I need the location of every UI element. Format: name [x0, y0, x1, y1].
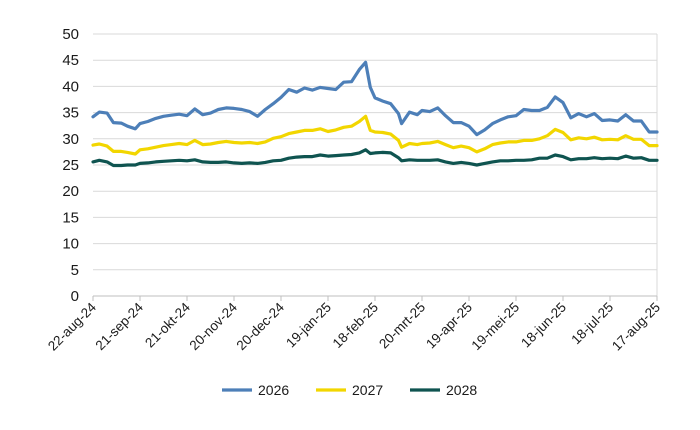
y-tick-label: 40	[62, 78, 79, 95]
x-tick-label: 18-feb-25	[330, 300, 381, 351]
gridlines	[93, 33, 658, 297]
y-tick-label: 50	[62, 26, 79, 43]
series-line-2027	[91, 114, 659, 156]
x-tick-label: 17-aug-25	[609, 300, 663, 354]
y-tick-label: 10	[62, 236, 79, 253]
x-tick-label: 19-mei-25	[469, 300, 523, 354]
series-lines	[91, 60, 659, 168]
series-line-2028	[91, 148, 659, 168]
x-tick-label: 18-jul-25	[568, 300, 616, 348]
legend-label-2026: 2026	[258, 382, 289, 398]
legend-label-2027: 2027	[352, 382, 383, 398]
y-tick-label: 45	[62, 52, 79, 69]
y-axis-tick-labels: 0 5 10 15 20 25 30 35 40 45 50	[62, 26, 79, 305]
y-tick-label: 15	[62, 209, 79, 226]
x-tick-label: 22-aug-24	[45, 299, 99, 353]
x-tick-label: 20-nov-24	[187, 299, 241, 353]
x-tick-label: 21-sep-24	[93, 299, 147, 353]
x-axis-tick-labels: 22-aug-2421-sep-2421-okt-2420-nov-2420-d…	[45, 299, 663, 353]
y-tick-label: 35	[62, 105, 79, 122]
series-line-2026	[91, 60, 659, 137]
y-tick-label: 20	[62, 183, 79, 200]
legend: 2026 2027 2028	[222, 382, 477, 398]
y-tick-label: 5	[71, 262, 79, 279]
y-tick-label: 25	[62, 157, 79, 174]
y-tick-label: 0	[71, 288, 79, 305]
x-tick-label: 19-jan-25	[283, 300, 334, 351]
x-tick-label: 20-mrt-25	[376, 300, 428, 352]
y-tick-label: 30	[62, 131, 79, 148]
x-tick-label: 20-dec-24	[234, 299, 288, 353]
x-tick-label: 18-jun-25	[518, 300, 569, 351]
legend-label-2028: 2028	[446, 382, 477, 398]
x-tick-label: 19-apr-25	[423, 300, 475, 352]
axes	[92, 295, 658, 301]
